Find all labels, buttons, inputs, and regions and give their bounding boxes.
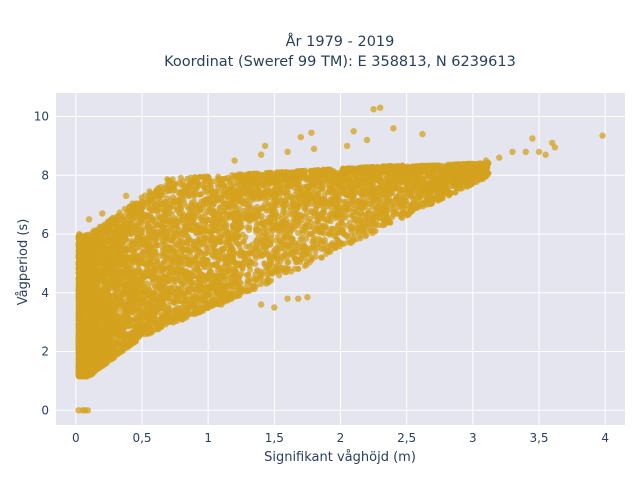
data-point	[319, 186, 326, 193]
data-point	[156, 253, 163, 260]
data-point	[170, 194, 176, 201]
data-point	[452, 189, 459, 196]
data-point	[288, 195, 295, 202]
data-point	[122, 212, 129, 219]
data-point	[253, 221, 260, 228]
data-point	[246, 227, 253, 233]
data-point	[180, 178, 186, 185]
data-point	[226, 282, 233, 289]
data-point	[233, 283, 240, 290]
data-point	[295, 222, 302, 229]
data-point	[263, 207, 270, 214]
data-point	[198, 241, 205, 248]
data-point	[263, 264, 270, 271]
data-point	[398, 211, 405, 218]
data-point	[326, 231, 333, 238]
data-point	[265, 200, 272, 207]
data-point	[300, 227, 307, 234]
data-points	[75, 104, 606, 414]
data-point	[306, 259, 313, 266]
data-point	[247, 267, 254, 273]
data-point	[266, 254, 273, 261]
data-point	[235, 213, 242, 219]
data-point	[308, 209, 315, 216]
data-point	[252, 226, 259, 233]
data-point	[108, 343, 115, 350]
data-point	[328, 208, 335, 215]
data-point	[180, 196, 187, 203]
data-point	[233, 207, 240, 214]
data-point	[215, 173, 222, 180]
data-point	[186, 205, 192, 212]
data-point	[201, 187, 208, 194]
data-point	[190, 197, 197, 204]
data-point	[237, 280, 244, 287]
